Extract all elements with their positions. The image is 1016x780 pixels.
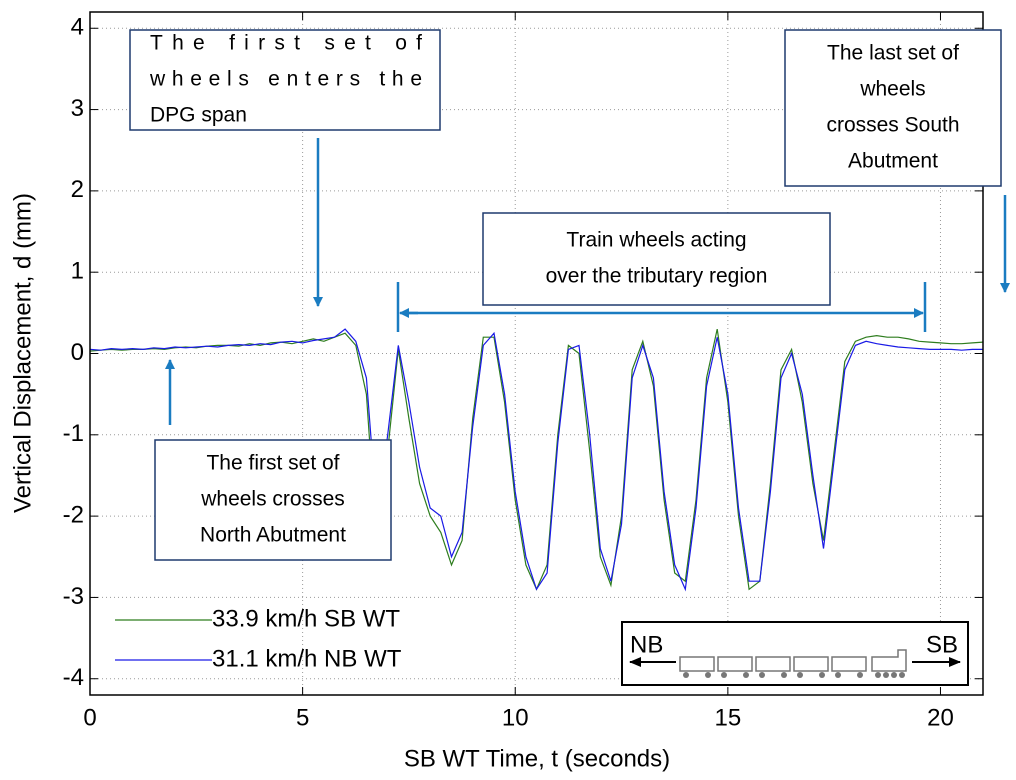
annotation-text: DPG span — [150, 104, 247, 127]
y-tick-label: -4 — [63, 664, 84, 691]
legend-label: 31.1 km/h NB WT — [212, 645, 402, 672]
annotation-text: Abutment — [848, 150, 938, 173]
direction-label: NB — [630, 631, 663, 658]
y-tick-label: 1 — [71, 258, 84, 285]
direction-label: SB — [926, 631, 958, 658]
y-tick-label: 3 — [71, 95, 84, 122]
y-tick-label: -2 — [63, 501, 84, 528]
x-tick-label: 5 — [296, 704, 309, 731]
x-tick-label: 20 — [927, 704, 954, 731]
y-tick-label: 4 — [71, 14, 84, 41]
y-tick-label: -1 — [63, 420, 84, 447]
annotation-text: The first set of — [206, 452, 339, 475]
annotation-text: The last set of — [827, 42, 959, 65]
annotation-box — [154, 439, 392, 561]
plot-frame — [89, 11, 984, 696]
annotation-box — [129, 29, 441, 131]
y-axis-label: Vertical Displacement, d (mm) — [9, 193, 36, 513]
annotation-box — [784, 29, 1002, 187]
annotation-box — [482, 212, 831, 306]
x-tick-label: 0 — [83, 704, 96, 731]
annotation-text: crosses South — [826, 114, 959, 137]
annotation-text: wheels crosses — [200, 488, 345, 511]
annotation-text: wheels — [859, 78, 925, 101]
y-tick-label: 2 — [71, 176, 84, 203]
train-icon: NB SB — [621, 621, 969, 686]
y-tick-label: -3 — [63, 583, 84, 610]
legend-label: 33.9 km/h SB WT — [212, 605, 400, 632]
annotation-text: North Abutment — [200, 524, 346, 547]
x-tick-label: 10 — [502, 704, 529, 731]
annotation-text: Train wheels acting — [566, 229, 746, 252]
annotation-text: over the tributary region — [546, 265, 768, 288]
series-line — [89, 328, 983, 592]
y-tick-label: 0 — [71, 339, 84, 366]
x-axis-label: SB WT Time, t (seconds) — [404, 745, 670, 772]
x-tick-label: 15 — [715, 704, 742, 731]
